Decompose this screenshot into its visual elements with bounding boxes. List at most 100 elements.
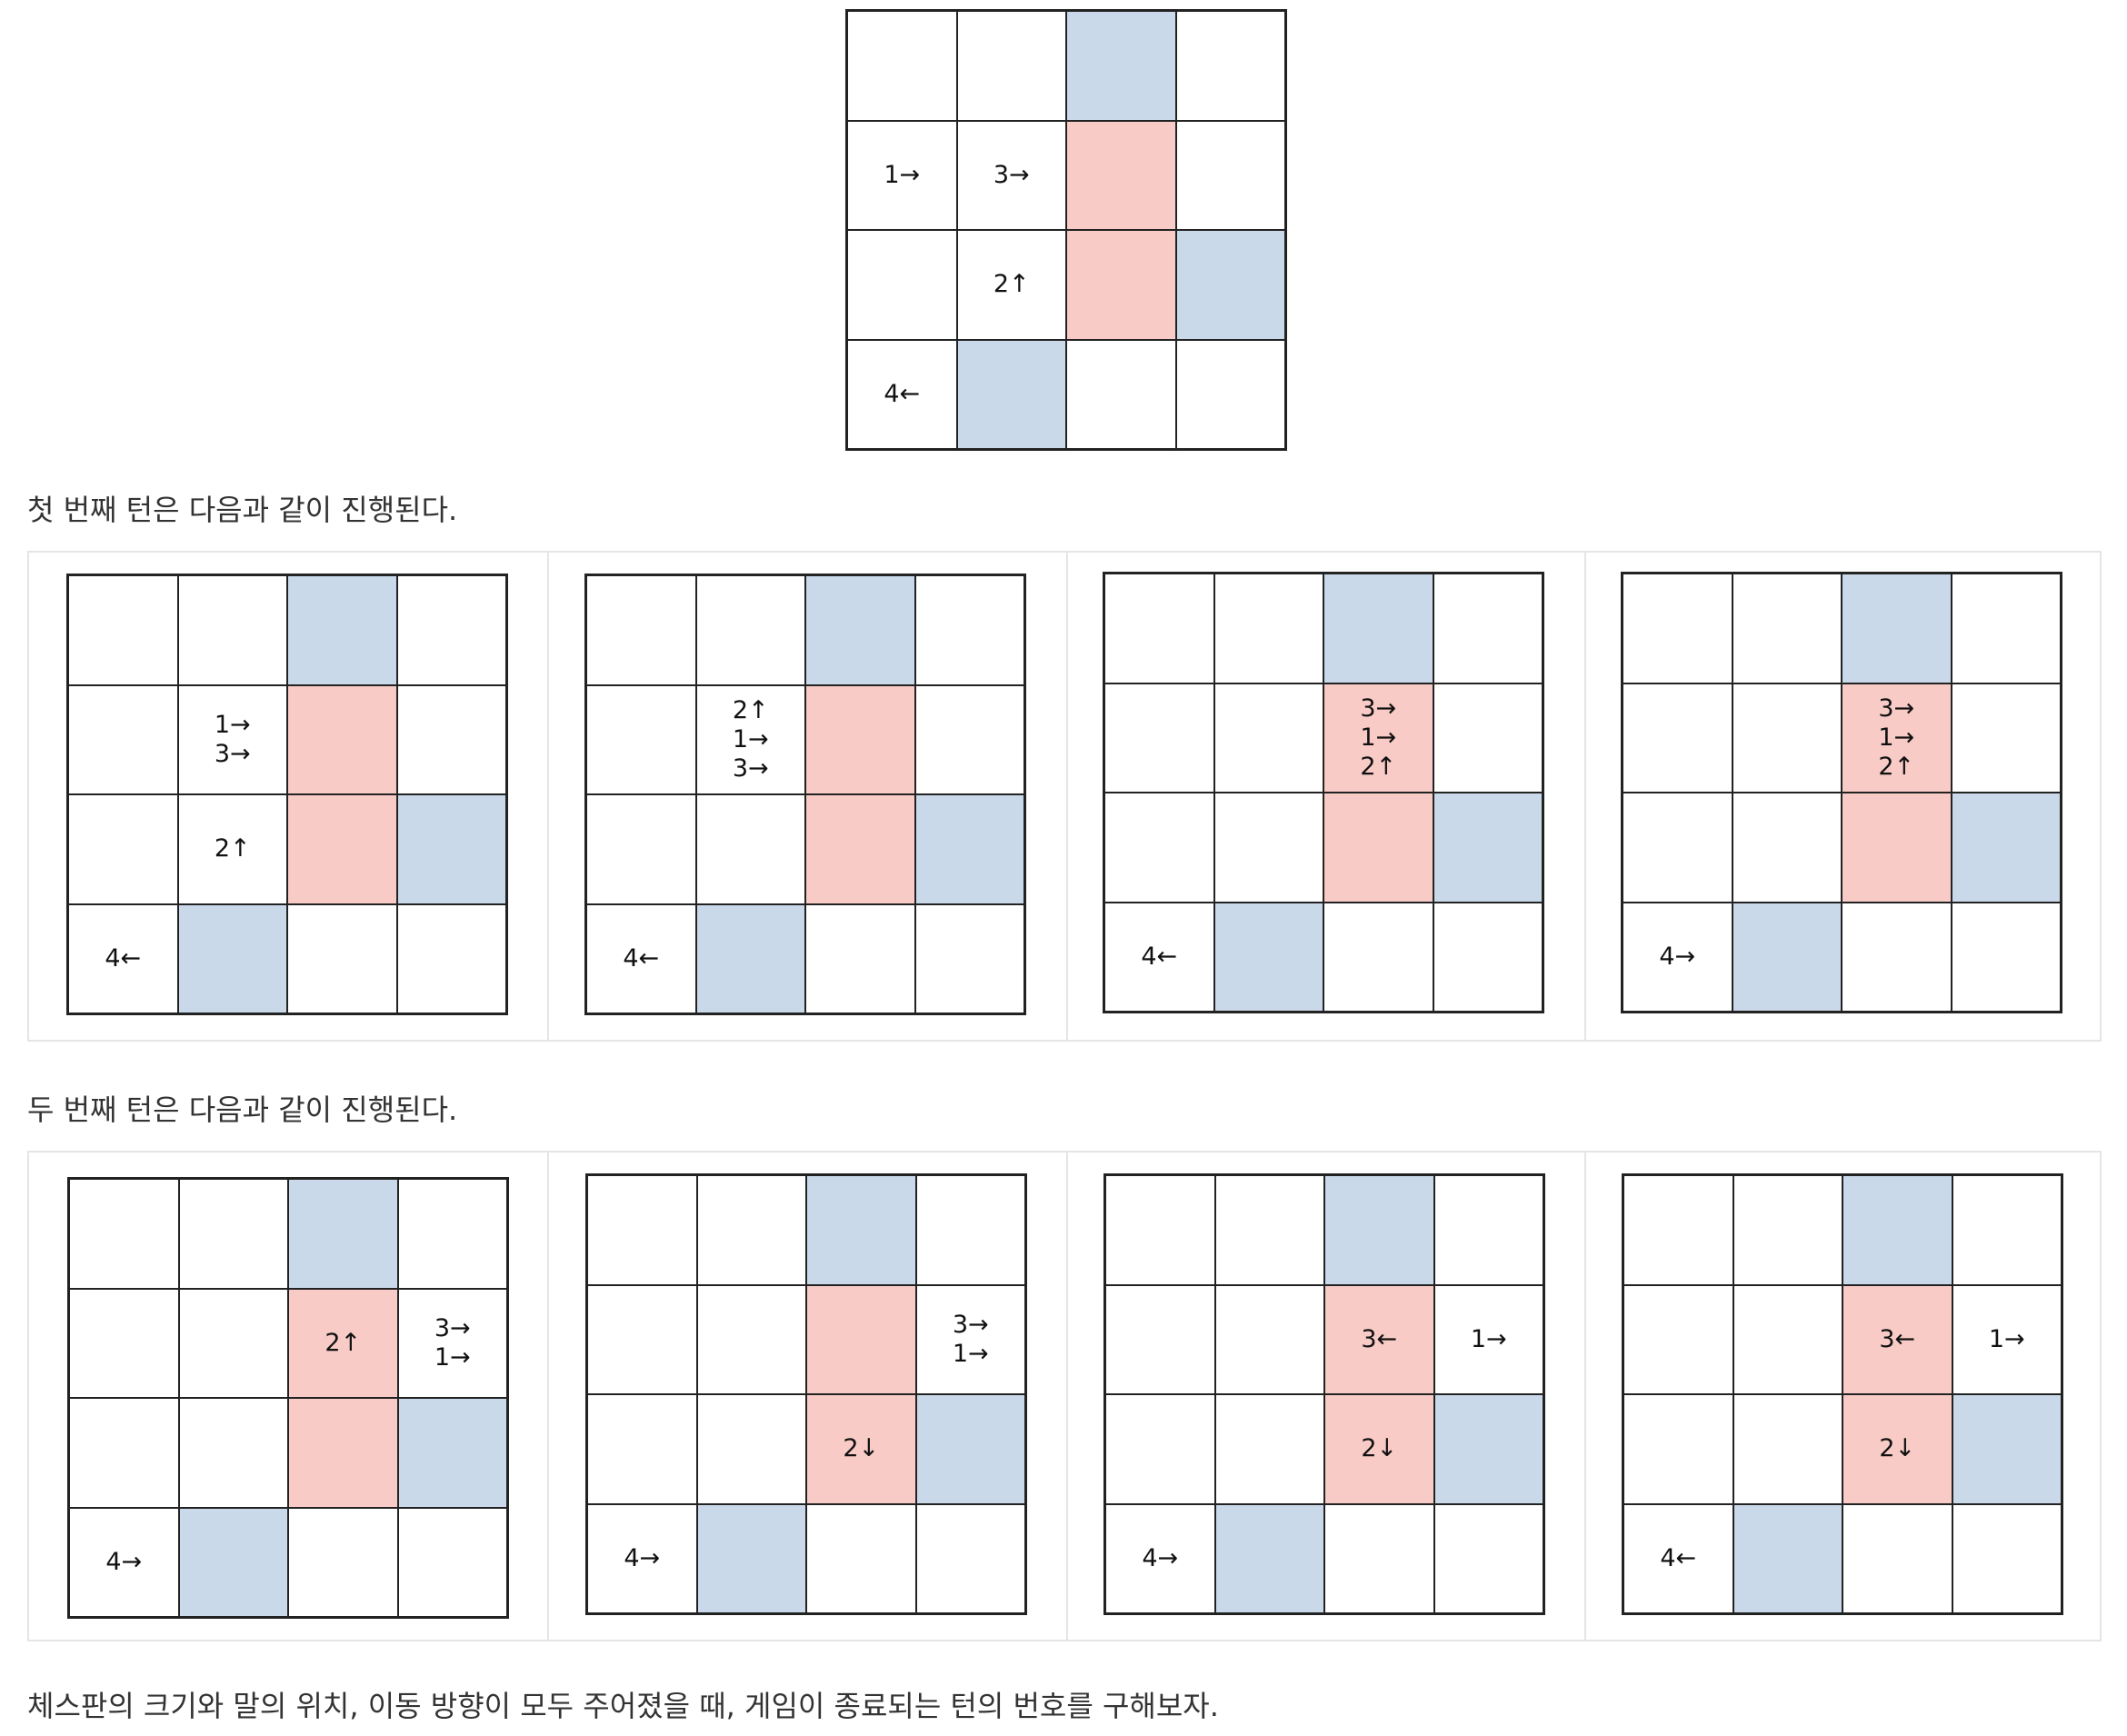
panel-divider: [1066, 1152, 1068, 1640]
board-cell: [1214, 1503, 1324, 1613]
board-cell: [1214, 1175, 1324, 1285]
board-cell: [396, 794, 506, 904]
board-cell: [1433, 574, 1543, 683]
game-piece: 4←: [623, 943, 660, 973]
board-cell: [288, 1507, 398, 1617]
board-cell: [1324, 1175, 1434, 1285]
panel-divider: [547, 1152, 549, 1640]
board-cell: [1214, 1394, 1324, 1504]
board-cell: [586, 684, 696, 794]
board-cell: [1733, 1503, 1842, 1613]
board-cell: [396, 575, 506, 685]
board-cell: 4←: [847, 339, 957, 449]
board-cell: 1→ 3→: [177, 684, 287, 794]
game-piece: 1→: [1360, 723, 1397, 752]
board-cell: [396, 903, 506, 1013]
board-cell: 4→: [587, 1503, 697, 1613]
board-cell: [1623, 793, 1733, 903]
board-cell: 4→: [69, 1507, 179, 1617]
game-piece: 1→: [1470, 1324, 1507, 1353]
board-cell: [1951, 902, 2061, 1012]
game-piece: 1→: [1988, 1324, 2025, 1353]
board-cell: [695, 903, 805, 1013]
initial-board: 1→ 3→ 2↑ 4←: [845, 9, 1287, 451]
board-cell: [696, 1503, 806, 1613]
game-piece: 2↑: [1360, 752, 1397, 781]
board-cell: [956, 11, 1066, 121]
board-cell: [1952, 1503, 2062, 1613]
board-cell: [914, 684, 1024, 794]
board-cell: [1213, 683, 1323, 793]
board-cell: 4←: [1104, 902, 1214, 1012]
board-cell: [914, 575, 1024, 685]
board-cell: [287, 794, 397, 904]
board-cell: [696, 1394, 806, 1504]
board-cell: [68, 794, 178, 904]
turn-2-panel: [27, 1151, 2102, 1641]
board-cell: [1066, 11, 1176, 121]
panel-divider: [1066, 553, 1068, 1040]
board-cell: 1→: [1952, 1284, 2062, 1394]
board-cell: [1842, 1503, 1952, 1613]
board-cell: [1623, 1284, 1733, 1394]
board-cell: [1842, 1175, 1952, 1285]
board-cell: [1175, 230, 1285, 340]
panel-divider: [1584, 1152, 1586, 1640]
game-piece: 1→: [884, 160, 921, 189]
board-cell: [397, 1398, 507, 1508]
board-cell: [1733, 1394, 1842, 1504]
board-cell: 4←: [586, 903, 696, 1013]
game-piece: 3→: [993, 160, 1030, 189]
game-piece: 2↓: [1879, 1434, 1916, 1463]
game-piece: 3→: [214, 739, 251, 768]
game-piece: 2↑: [214, 834, 251, 863]
game-piece: 3→: [732, 753, 769, 783]
board-cell: [177, 575, 287, 685]
board-cell: [806, 1503, 916, 1613]
panel-divider: [1584, 553, 1586, 1040]
board-cell: [177, 903, 287, 1013]
board-cell: [1623, 1175, 1733, 1285]
board-cell: [1066, 339, 1176, 449]
board-cell: [69, 1288, 179, 1398]
board-cell: [287, 684, 397, 794]
board-cell: [1732, 793, 1842, 903]
board-cell: [1842, 902, 1952, 1012]
board-cell: [1952, 1175, 2062, 1285]
board-cell: [587, 1394, 697, 1504]
game-piece: 2↓: [1361, 1434, 1398, 1463]
board-cell: [696, 1284, 806, 1394]
board-cell: 4←: [68, 903, 178, 1013]
board-cell: [1105, 1175, 1215, 1285]
game-piece: 4←: [884, 379, 921, 408]
board-cell: 3→ 1→: [915, 1284, 1025, 1394]
board-cell: [178, 1288, 288, 1398]
board-cell: [397, 1507, 507, 1617]
board-cell: 2↑: [177, 794, 287, 904]
turn-1-step-2-board: 2↑ 1→ 3→ 4←: [584, 574, 1026, 1015]
game-piece: 4←: [1660, 1543, 1697, 1572]
board-cell: [1324, 1503, 1434, 1613]
board-cell: [1323, 902, 1433, 1012]
board-cell: [805, 794, 915, 904]
board-cell: [1433, 1394, 1543, 1504]
board-cell: [586, 794, 696, 904]
board-cell: [288, 1398, 398, 1508]
board-cell: [1733, 1175, 1842, 1285]
turn-1-step-3-board: 3→ 1→ 2↑ 4←: [1103, 572, 1544, 1013]
board-cell: 2↓: [1324, 1394, 1434, 1504]
game-piece: 2↓: [843, 1434, 880, 1463]
board-cell: [397, 1179, 507, 1289]
panel-divider: [547, 553, 549, 1040]
board-cell: [806, 1175, 916, 1285]
board-cell: [587, 1175, 697, 1285]
turn-1-step-4-board: 3→ 1→ 2↑ 4→: [1621, 572, 2062, 1013]
board-cell: 1→: [1433, 1284, 1543, 1394]
board-cell: [178, 1179, 288, 1289]
board-cell: [847, 230, 957, 340]
game-piece: 1→: [1878, 723, 1915, 752]
board-cell: [1323, 793, 1433, 903]
turn-2-step-3-board: 3← 1→ 2↓ 4→: [1103, 1173, 1545, 1615]
board-cell: [805, 575, 915, 685]
board-cell: [396, 684, 506, 794]
